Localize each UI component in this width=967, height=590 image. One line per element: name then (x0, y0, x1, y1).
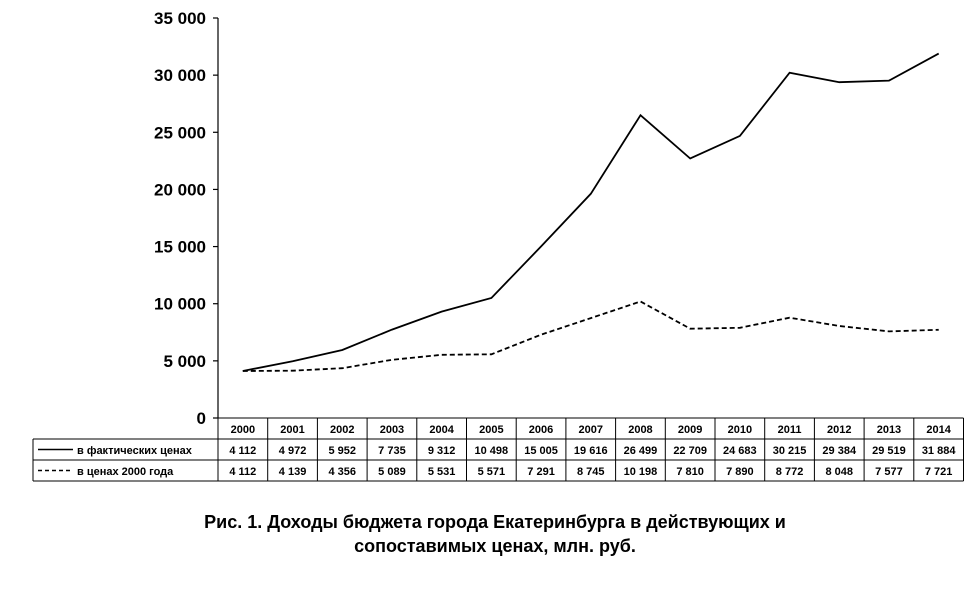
data-value: 4 139 (279, 466, 307, 478)
data-value: 4 972 (279, 445, 307, 457)
data-value: 8 048 (825, 466, 853, 478)
data-value: 24 683 (723, 445, 757, 457)
data-value: 7 890 (726, 466, 754, 478)
data-value: 7 577 (875, 466, 903, 478)
x-tick-label: 2011 (778, 424, 802, 436)
data-value: 7 721 (925, 466, 953, 478)
x-tick-label: 2008 (628, 424, 652, 436)
series-line (242, 52, 940, 372)
caption-line-1: Рис. 1. Доходы бюджета города Екатеринбу… (204, 512, 786, 532)
data-value: 19 616 (574, 445, 608, 457)
data-value: 8 772 (776, 466, 804, 478)
x-tick-label: 2004 (429, 424, 454, 436)
y-tick-label: 0 (197, 409, 206, 428)
data-value: 10 498 (475, 445, 509, 457)
data-value: 15 005 (524, 445, 558, 457)
caption-line-2: сопоставимых ценах, млн. руб. (354, 536, 636, 556)
x-tick-label: 2009 (678, 424, 702, 436)
data-value: 7 810 (676, 466, 704, 478)
data-value: 26 499 (624, 445, 658, 457)
y-tick-label: 5 000 (163, 352, 206, 371)
legend-label: в фактических ценах (77, 445, 193, 457)
budget-revenue-chart: 0 5 000 10 000 15 000 20 000 25 000 30 000 35 0… (32, 9, 964, 482)
x-tick-label: 2013 (877, 424, 901, 436)
data-value: 5 089 (378, 466, 406, 478)
data-value: 7 291 (527, 466, 555, 478)
x-tick-label: 2006 (529, 424, 553, 436)
x-tick-label: 2007 (579, 424, 603, 436)
data-value: 5 571 (478, 466, 506, 478)
figure-caption: Рис. 1. Доходы бюджета города Екатеринбу… (0, 510, 967, 558)
data-value: 4 356 (328, 466, 356, 478)
data-value: 29 384 (822, 445, 857, 457)
data-value: 5 952 (328, 445, 356, 457)
data-value: 30 215 (773, 445, 807, 457)
data-value: 31 884 (922, 445, 957, 457)
data-value: 4 112 (229, 445, 256, 457)
data-value: 10 198 (624, 466, 658, 478)
data-value: 5 531 (428, 466, 456, 478)
legend-label: в ценах 2000 года (77, 466, 174, 478)
x-tick-label: 2000 (231, 424, 255, 436)
data-value: 29 519 (872, 445, 906, 457)
x-tick-label: 2010 (728, 424, 752, 436)
x-tick-label: 2003 (380, 424, 404, 436)
y-tick-label: 20 000 (154, 180, 206, 199)
x-tick-label: 2014 (926, 424, 951, 436)
data-value: 4 112 (229, 466, 256, 478)
x-tick-label: 2002 (330, 424, 354, 436)
series-line (242, 300, 939, 372)
x-tick-label: 2012 (827, 424, 851, 436)
y-tick-label: 10 000 (154, 295, 206, 314)
x-tick-label: 2005 (479, 424, 503, 436)
data-value: 8 745 (577, 466, 605, 478)
y-tick-label: 15 000 (154, 238, 206, 257)
x-tick-label: 2001 (280, 424, 304, 436)
y-tick-label: 30 000 (154, 66, 206, 85)
data-value: 7 735 (378, 445, 406, 457)
y-tick-label: 25 000 (154, 123, 206, 142)
y-tick-label: 35 000 (154, 9, 206, 28)
data-value: 9 312 (428, 445, 456, 457)
data-value: 22 709 (673, 445, 707, 457)
